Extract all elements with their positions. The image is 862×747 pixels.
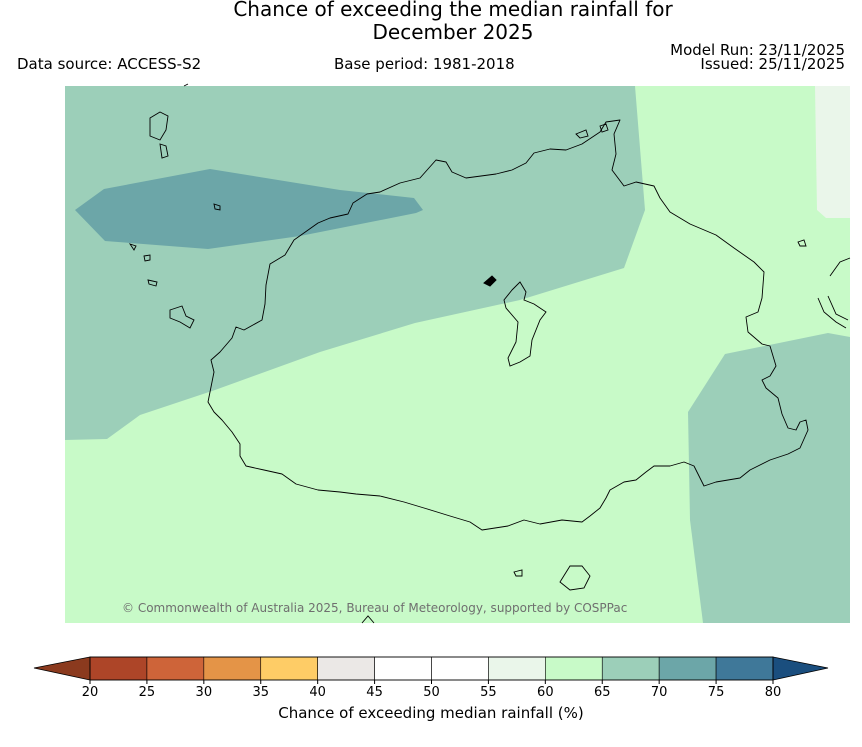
colorbar-tick-label: 40 [309,685,326,700]
colorbar-over-arrow [772,656,829,681]
island-northwest [149,111,169,159]
colorbar-segment [146,656,205,681]
rainfall-map: © Commonwealth of Australia 2025, Bureau… [65,83,851,624]
colorbar-tick-label: 60 [537,685,554,700]
colorbar-segment [431,656,489,681]
colorbar-ticks: 20 25 30 35 40 45 50 55 60 65 70 75 80 [82,680,782,700]
issued-label: Issued: 25/11/2025 [700,55,845,73]
island-south [513,565,591,591]
island-small-2 [128,243,158,287]
colorbar-segment [658,656,717,681]
colorbar-tick-label: 50 [423,685,440,700]
region-70-75 [75,169,423,249]
colorbar-tick-label: 55 [480,685,497,700]
region-55-60 [815,86,850,218]
colorbar-tick-label: 65 [594,685,611,700]
inner-island-detail [483,275,497,287]
colorbar-segment [488,656,546,681]
colorbar-label: Chance of exceeding median rainfall (%) [278,704,583,722]
colorbar-segment [374,656,432,681]
base-period-label: Base period: 1981-2018 [334,55,515,73]
model-run-label: Model Run: 23/11/2025 [670,41,845,59]
colorbar-tick-label: 20 [82,685,99,700]
colorbar-segment [89,656,148,681]
island-top-edge [183,83,189,87]
colorbar-tick-label: 35 [252,685,269,700]
island-east [797,239,851,329]
colorbar-tick-label: 45 [366,685,383,700]
colorbar-segment [203,656,262,681]
inner-island [503,281,547,367]
island-small-1 [213,203,221,211]
colorbar-tick-label: 80 [765,685,782,700]
colorbar-under-arrow [33,656,91,681]
title-line-2: December 2025 [372,20,534,44]
colorbar-segment [715,656,774,681]
region-65-70-southeast [688,333,850,623]
map-title: Chance of exceeding the median rainfall … [0,0,862,44]
island-northeast [575,123,609,139]
island-southwest [169,305,195,329]
colorbar-tick-label: 75 [708,685,725,700]
data-source-label: Data source: ACCESS-S2 [17,55,202,73]
coastline-main-island [207,119,809,531]
colorbar-segment [601,656,660,681]
colorbar-segments [89,656,774,681]
colorbar-tick-label: 25 [139,685,156,700]
colorbar-segment [317,656,375,681]
colorbar-segment [260,656,318,681]
copyright-notice: © Commonwealth of Australia 2025, Bureau… [122,601,627,615]
island-bottom-edge [361,615,375,624]
colorbar-tick-label: 70 [651,685,668,700]
colorbar-tick-label: 30 [196,685,213,700]
title-line-1: Chance of exceeding the median rainfall … [233,0,673,21]
colorbar-segment [545,656,603,681]
